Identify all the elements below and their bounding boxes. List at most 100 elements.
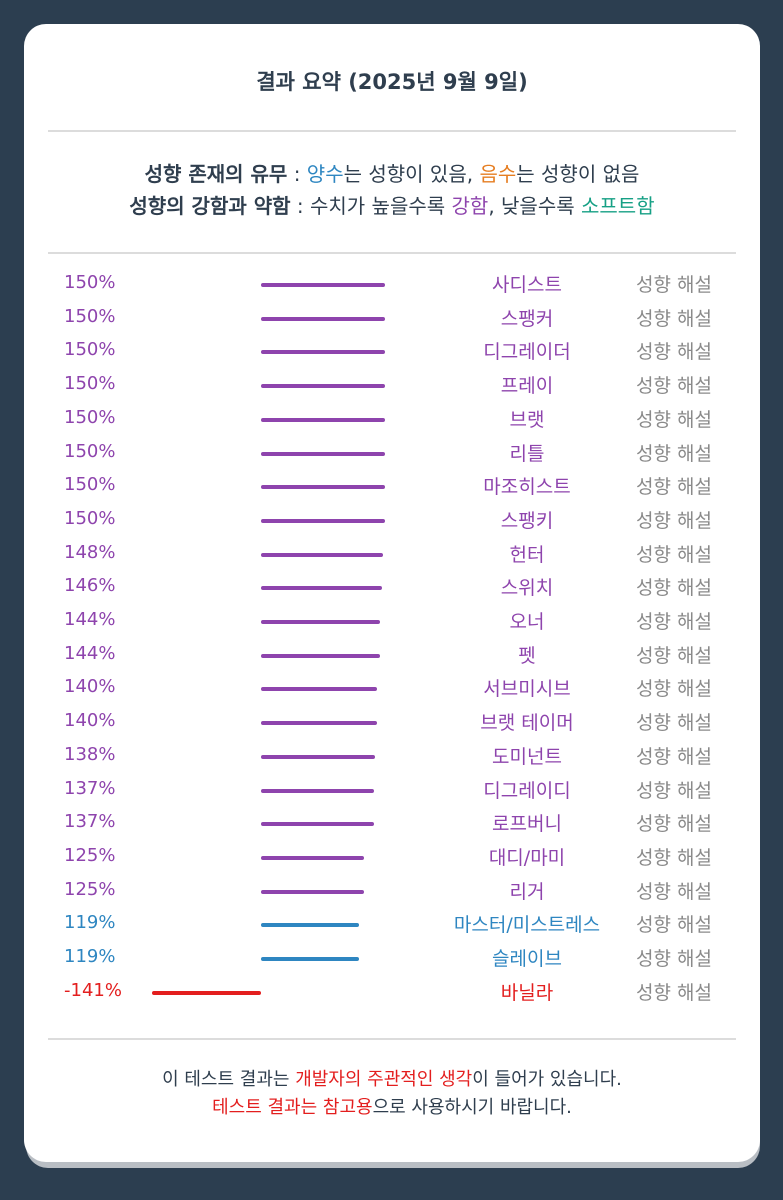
type-description-link[interactable]: 성향 해설 <box>636 274 712 296</box>
result-row: 150% 마조히스트 성향 해설 <box>24 472 760 502</box>
type-description-link[interactable]: 성향 해설 <box>636 779 712 802</box>
footer-text: 으로 사용하시기 바랍니다. <box>372 1097 572 1118</box>
result-row: 140% 브랫 테이머 성향 해설 <box>24 708 760 738</box>
result-bar <box>261 788 375 793</box>
type-description-link[interactable]: 성향 해설 <box>636 745 712 768</box>
result-bar <box>261 923 360 928</box>
result-row: 137% 디그레이디 성향 해설 <box>24 776 760 806</box>
result-percentage: 140% <box>64 710 116 732</box>
result-type-name[interactable]: 리틀 <box>509 442 545 465</box>
type-description-link[interactable]: 성향 해설 <box>636 442 712 465</box>
legend-text: , 낮을수록 <box>488 194 581 218</box>
type-description-link[interactable]: 성향 해설 <box>636 712 712 735</box>
type-description-link[interactable]: 성향 해설 <box>636 577 712 600</box>
result-bar <box>261 283 385 287</box>
footer-line-2: 테스트 결과는 참고용으로 사용하시기 바랍니다. <box>24 1094 760 1122</box>
result-percentage: 144% <box>64 642 116 664</box>
result-bar <box>261 855 365 860</box>
result-type-name[interactable]: 디그레이디 <box>483 779 571 802</box>
divider-top <box>48 130 736 132</box>
legend-sep: : <box>287 162 307 186</box>
result-bar <box>151 990 261 995</box>
result-percentage: 150% <box>64 272 116 293</box>
type-description-link[interactable]: 성향 해설 <box>636 678 712 701</box>
type-description-link[interactable]: 성향 해설 <box>636 509 712 532</box>
result-bar <box>261 384 385 389</box>
result-percentage: 140% <box>64 676 116 698</box>
result-type-name[interactable]: 오너 <box>509 611 545 633</box>
legend-existence: 성향 존재의 유무 : 양수는 성향이 있음, 음수는 성향이 없음 <box>24 158 760 187</box>
type-description-link[interactable]: 성향 해설 <box>636 611 712 633</box>
result-row: 150% 스팽커 성향 해설 <box>24 304 760 334</box>
type-description-link[interactable]: 성향 해설 <box>636 880 712 903</box>
result-percentage: 144% <box>64 609 116 630</box>
result-bar <box>261 451 385 456</box>
result-percentage: 150% <box>64 373 116 395</box>
legend-existence-label: 성향 존재의 유무 <box>144 162 288 186</box>
result-type-name[interactable]: 대디/마미 <box>488 846 566 869</box>
type-description-link[interactable]: 성향 해설 <box>636 307 712 330</box>
type-description-link[interactable]: 성향 해설 <box>636 476 712 499</box>
result-percentage: 150% <box>64 406 116 428</box>
result-type-name[interactable]: 리거 <box>509 880 545 903</box>
result-row: 125% 대디/마미 성향 해설 <box>24 843 760 873</box>
result-bar <box>261 350 385 355</box>
result-type-name[interactable]: 슬레이브 <box>492 948 562 970</box>
result-bar <box>261 552 384 557</box>
result-type-name[interactable]: 헌터 <box>509 543 545 566</box>
legend-soft: 소프트함 <box>581 194 655 218</box>
result-row: 137% 로프버니 성향 해설 <box>24 809 760 839</box>
result-row: 119% 슬레이브 성향 해설 <box>24 944 760 974</box>
result-percentage: 150% <box>64 474 116 496</box>
result-type-name[interactable]: 브랫 테이머 <box>480 712 574 735</box>
type-description-link[interactable]: 성향 해설 <box>636 813 712 836</box>
result-percentage: 125% <box>64 878 116 900</box>
legend-positive: 양수 <box>306 162 344 186</box>
result-type-name[interactable]: 바닐라 <box>500 981 554 1004</box>
footer-text: 이 들어가 있습니다. <box>472 1069 622 1090</box>
result-percentage: 150% <box>64 339 116 361</box>
result-type-name[interactable]: 펫 <box>518 644 536 667</box>
result-bar <box>261 754 376 759</box>
result-percentage: -141% <box>64 979 122 1001</box>
legend-negative: 음수 <box>479 162 517 186</box>
result-row: 144% 오너 성향 해설 <box>24 607 760 637</box>
result-row: 140% 서브미시브 성향 해설 <box>24 674 760 704</box>
result-type-name[interactable]: 스팽키 <box>500 509 554 532</box>
type-description-link[interactable]: 성향 해설 <box>636 341 712 364</box>
result-type-name[interactable]: 로프버니 <box>492 813 562 836</box>
result-percentage: 125% <box>64 844 116 866</box>
result-bar <box>261 417 385 422</box>
result-bar <box>261 687 377 692</box>
result-bar <box>261 316 385 321</box>
result-bar <box>261 485 385 490</box>
result-row: 150% 스팽키 성향 해설 <box>24 506 760 536</box>
result-type-name[interactable]: 스팽커 <box>500 307 554 330</box>
result-percentage: 150% <box>64 440 116 462</box>
type-description-link[interactable]: 성향 해설 <box>636 543 712 566</box>
result-bar <box>261 957 360 961</box>
result-type-name[interactable]: 디그레이더 <box>483 341 571 364</box>
result-type-name[interactable]: 서브미시브 <box>483 678 571 701</box>
type-description-link[interactable]: 성향 해설 <box>636 914 712 937</box>
footer-highlight: 테스트 결과는 참고용 <box>212 1097 373 1118</box>
type-description-link[interactable]: 성향 해설 <box>636 981 712 1004</box>
result-type-name[interactable]: 사디스트 <box>492 274 562 296</box>
footer-highlight: 개발자의 주관적인 생각 <box>295 1069 473 1090</box>
result-type-name[interactable]: 도미넌트 <box>492 745 562 768</box>
legend-text: 수치가 높을수록 <box>309 194 452 218</box>
type-description-link[interactable]: 성향 해설 <box>636 846 712 869</box>
result-type-name[interactable]: 브랫 <box>509 408 545 431</box>
result-type-name[interactable]: 마조히스트 <box>483 476 571 499</box>
type-description-link[interactable]: 성향 해설 <box>636 408 712 431</box>
result-type-name[interactable]: 프레이 <box>500 375 554 398</box>
type-description-link[interactable]: 성향 해설 <box>636 948 712 970</box>
result-type-name[interactable]: 마스터/미스트레스 <box>453 914 601 937</box>
result-percentage: 146% <box>64 575 116 597</box>
legend-sep: : <box>290 194 310 218</box>
result-type-name[interactable]: 스위치 <box>500 577 554 600</box>
footer-line-1: 이 테스트 결과는 개발자의 주관적인 생각이 들어가 있습니다. <box>24 1066 760 1094</box>
type-description-link[interactable]: 성향 해설 <box>636 375 712 398</box>
result-percentage: 119% <box>64 946 116 967</box>
type-description-link[interactable]: 성향 해설 <box>636 644 712 667</box>
